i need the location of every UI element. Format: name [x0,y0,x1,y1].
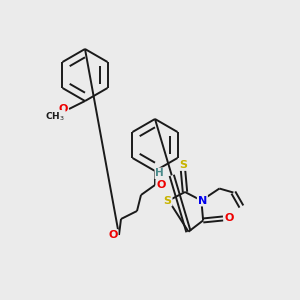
Text: S: S [179,160,187,170]
Text: S: S [164,196,172,206]
Text: H: H [155,168,164,178]
Text: O: O [58,104,68,114]
Text: O: O [156,180,166,190]
Text: CH$_3$: CH$_3$ [45,111,65,123]
Text: O: O [108,230,118,240]
Text: O: O [224,214,234,224]
Text: N: N [198,196,207,206]
